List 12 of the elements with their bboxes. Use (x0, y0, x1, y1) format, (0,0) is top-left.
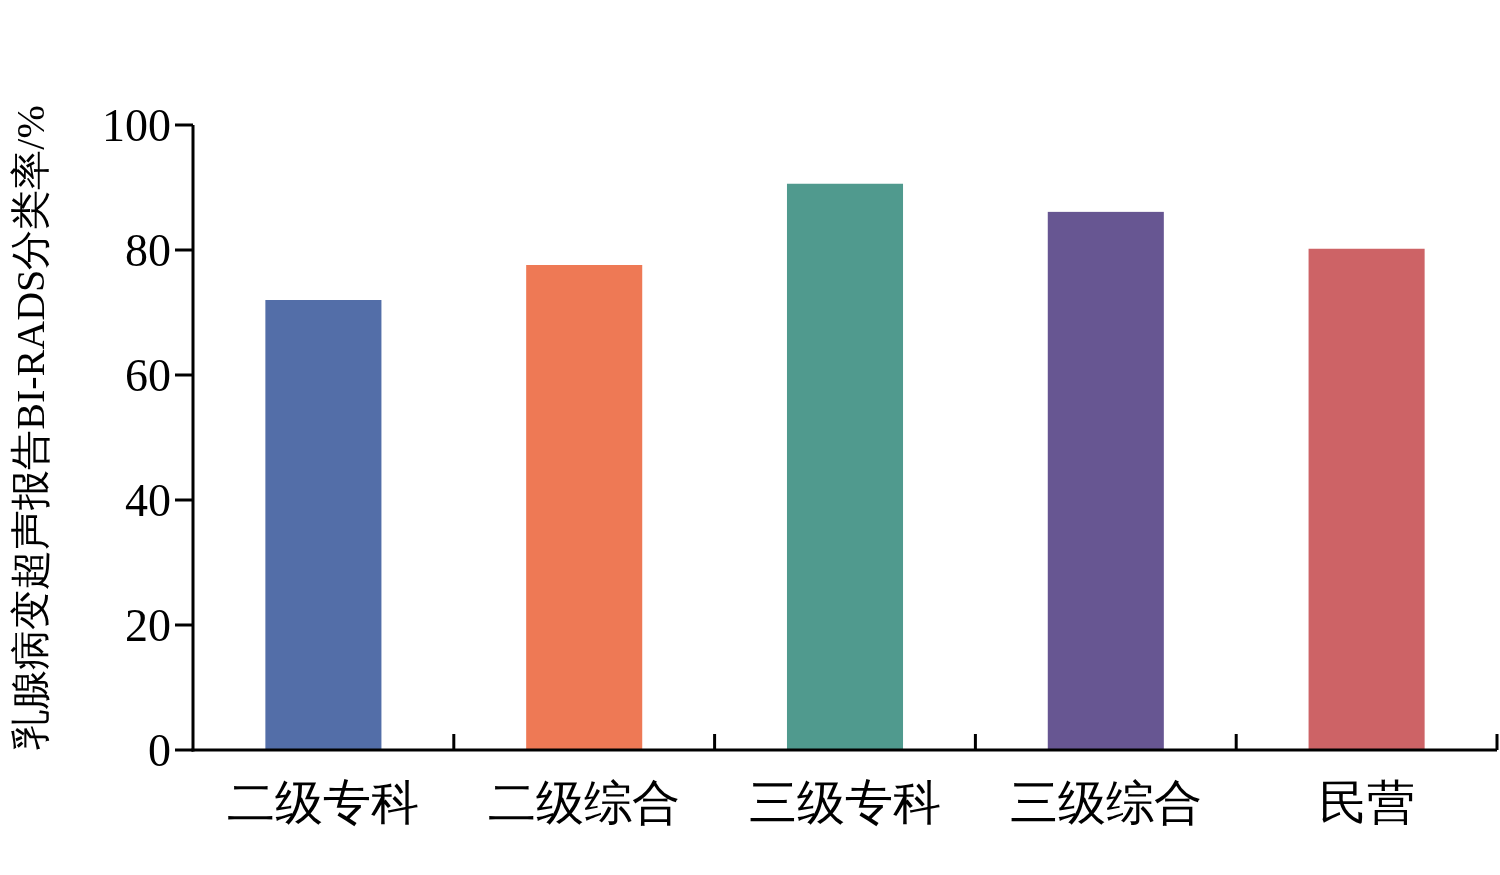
x-tick-label: 二级综合 (488, 775, 681, 829)
y-tick-label: 0 (148, 724, 171, 776)
y-tick-label: 40 (125, 474, 171, 526)
y-tick-label: 60 (125, 349, 171, 401)
x-tick-label: 三级专科 (749, 775, 941, 829)
y-tick-label: 20 (125, 599, 171, 651)
y-tick-label: 100 (102, 99, 171, 151)
y-axis-title: 乳腺病变超声报告BI-RADS分类率/% (7, 105, 53, 750)
y-tick-label: 80 (125, 224, 171, 276)
x-tick-label: 三级综合 (1009, 775, 1202, 829)
x-tick-label: 二级专科 (227, 775, 420, 829)
x-tick-label: 民营 (1318, 775, 1415, 829)
